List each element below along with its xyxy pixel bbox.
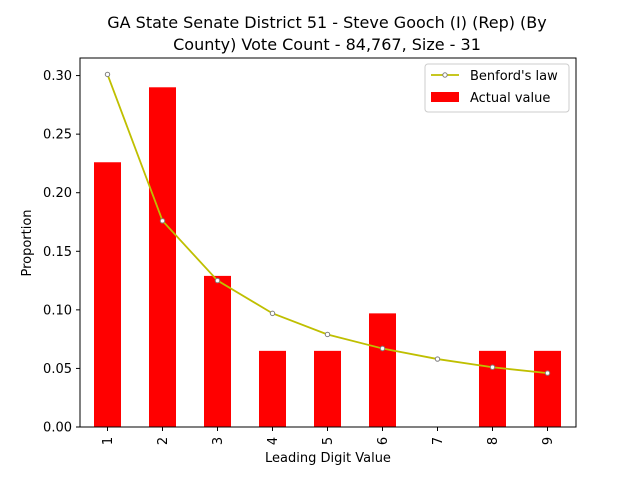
y-tick-label: 0.25 bbox=[43, 128, 72, 143]
benford-point-8 bbox=[489, 364, 496, 370]
legend-bar-swatch bbox=[431, 92, 459, 102]
x-tick-label: 9 bbox=[541, 437, 556, 445]
y-tick-label: 0.20 bbox=[43, 186, 72, 201]
legend-box bbox=[424, 63, 570, 113]
x-tick-label: 4 bbox=[266, 437, 281, 445]
y-tick-label: 0.15 bbox=[43, 245, 72, 260]
legend-label-benford: Benford's law bbox=[470, 69, 558, 84]
benford-point-3 bbox=[214, 277, 221, 284]
bar-2 bbox=[149, 87, 176, 427]
benford-point-6 bbox=[379, 345, 386, 352]
x-tick-label: 2 bbox=[156, 437, 171, 445]
y-tick-label: 0.00 bbox=[43, 421, 72, 436]
bar-4 bbox=[259, 350, 286, 427]
x-tick-label: 6 bbox=[376, 437, 391, 445]
benford-point-4 bbox=[269, 310, 276, 317]
x-tick-label: 7 bbox=[431, 437, 446, 445]
x-tick-label: 5 bbox=[321, 437, 336, 445]
benford-point-1 bbox=[104, 71, 111, 78]
y-tick-label: 0.10 bbox=[43, 303, 72, 318]
legend-line-marker bbox=[442, 72, 448, 78]
benford-point-9 bbox=[544, 370, 551, 376]
bar-6 bbox=[369, 313, 396, 427]
bar-8 bbox=[479, 350, 506, 427]
benford-point-7 bbox=[434, 356, 441, 362]
x-tick-label: 3 bbox=[211, 437, 226, 445]
benford-point-2 bbox=[159, 218, 166, 224]
y-axis-label: Proportion bbox=[20, 209, 35, 276]
chart-title-line-2: County) Vote Count - 84,767, Size - 31 bbox=[173, 35, 481, 54]
bar-1 bbox=[94, 162, 121, 427]
benford-line-series bbox=[104, 71, 551, 376]
x-tick-label: 8 bbox=[486, 437, 501, 445]
chart-title-line-1: GA State Senate District 51 - Steve Gooc… bbox=[107, 13, 547, 32]
x-tick-label: 1 bbox=[101, 437, 116, 445]
y-axis: 0.00 0.05 0.10 0.15 0.20 0.25 0.30 bbox=[43, 69, 80, 436]
bar-series bbox=[94, 87, 561, 427]
benford-point-5 bbox=[324, 331, 331, 338]
legend-label-actual: Actual value bbox=[470, 91, 550, 106]
bar-9 bbox=[534, 350, 561, 427]
y-tick-label: 0.05 bbox=[43, 362, 72, 377]
x-axis-label: Leading Digit Value bbox=[265, 451, 391, 466]
legend: Benford's law Actual value bbox=[424, 63, 570, 113]
bar-5 bbox=[314, 350, 341, 427]
x-axis: 1 2 3 4 5 6 7 8 9 bbox=[101, 427, 556, 445]
bar-3 bbox=[204, 275, 231, 427]
y-tick-label: 0.30 bbox=[43, 69, 72, 84]
